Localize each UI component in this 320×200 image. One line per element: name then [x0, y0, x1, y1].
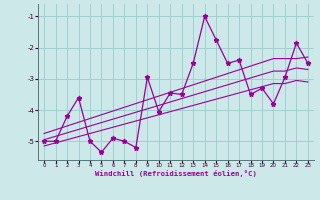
X-axis label: Windchill (Refroidissement éolien,°C): Windchill (Refroidissement éolien,°C): [95, 170, 257, 177]
